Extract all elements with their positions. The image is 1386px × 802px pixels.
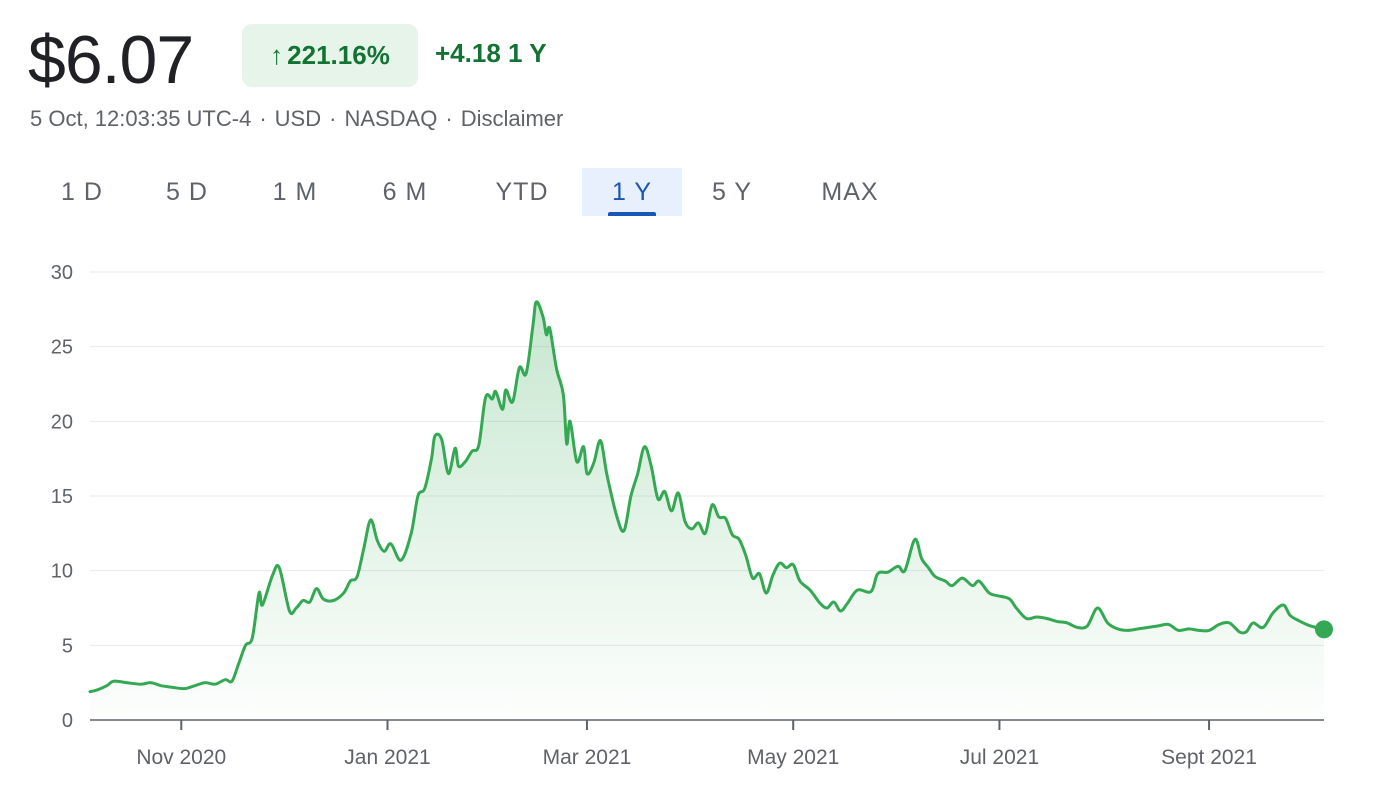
tab-5y[interactable]: 5 Y — [711, 177, 753, 206]
tab-6m[interactable]: 6 M — [382, 177, 428, 206]
tab-1d[interactable]: 1 D — [61, 177, 103, 206]
y-tick-label: 0 — [62, 710, 73, 732]
exchange: NASDAQ — [344, 106, 438, 131]
y-tick-label: 30 — [51, 262, 73, 284]
separator: · — [445, 106, 453, 131]
tab-1m[interactable]: 1 M — [272, 177, 318, 206]
x-axis-labels: Nov 2020 Jan 2021 Mar 2021 May 2021 Jul 2021… — [136, 720, 1257, 769]
y-tick-label: 10 — [51, 561, 73, 583]
x-tick-label: Sept 2021 — [1161, 746, 1257, 769]
separator: · — [259, 106, 267, 131]
quote-timestamp: 5 Oct, 12:03:35 UTC-4 — [30, 106, 252, 131]
current-price: $6.07 — [28, 22, 194, 98]
current-price-marker — [1315, 620, 1333, 639]
y-tick-label: 25 — [51, 337, 73, 359]
y-axis-labels: 0 5 10 15 20 25 30 — [51, 262, 73, 732]
price-area — [90, 301, 1324, 720]
arrow-up-icon: ↑ — [270, 40, 284, 70]
tab-max[interactable]: MAX — [821, 177, 879, 206]
tab-ytd[interactable]: YTD — [495, 177, 549, 206]
tab-1y[interactable]: 1 Y — [582, 168, 682, 216]
change-percent-badge: ↑ 221.16% — [242, 24, 418, 87]
separator: · — [329, 106, 337, 131]
x-tick-label: Jan 2021 — [344, 746, 430, 769]
x-tick-label: Nov 2020 — [136, 746, 226, 769]
tab-5d[interactable]: 5 D — [166, 177, 208, 206]
disclaimer-link[interactable]: Disclaimer — [460, 106, 564, 131]
y-tick-label: 5 — [62, 635, 73, 657]
change-value: +4.18 — [435, 38, 501, 68]
y-tick-label: 20 — [51, 411, 73, 433]
x-tick-label: May 2021 — [747, 746, 839, 769]
change-absolute: +4.18 1 Y — [435, 38, 547, 69]
y-tick-label: 15 — [51, 486, 73, 508]
x-tick-label: Jul 2021 — [960, 746, 1039, 769]
currency: USD — [274, 106, 322, 131]
x-tick-label: Mar 2021 — [543, 746, 632, 769]
price-line — [88, 300, 1326, 694]
change-period: 1 Y — [508, 38, 547, 68]
change-percent: 221.16% — [287, 40, 390, 70]
quote-meta: 5 Oct, 12:03:35 UTC-4 · USD · NASDAQ · Disclai… — [30, 106, 563, 132]
